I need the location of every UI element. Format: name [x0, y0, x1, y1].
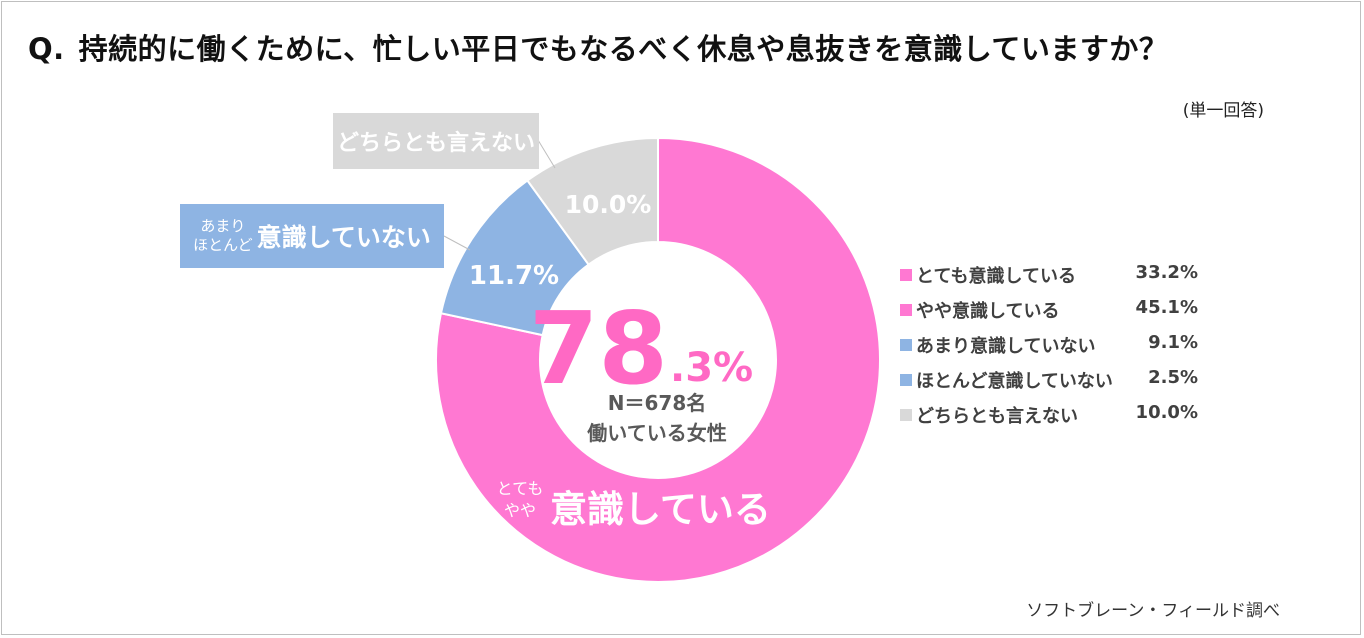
- legend-label: ほとんど意識していない: [916, 371, 1113, 392]
- blue-callout-small: あまり ほとんど: [193, 217, 253, 255]
- legend-value: 2.5%: [1148, 367, 1198, 388]
- blue-callout: あまり ほとんど 意識していない: [180, 204, 444, 268]
- blue-slice-data-label: 11.7%: [469, 261, 559, 291]
- donut-slice: [435, 136, 881, 583]
- gray-callout: どちらとも言えない: [333, 113, 539, 169]
- blue-callout-big: 意識していない: [256, 223, 431, 252]
- legend-swatch: [900, 409, 912, 421]
- legend-label: とても意識している: [916, 266, 1077, 287]
- center-group: 働いている女性: [586, 421, 726, 445]
- source-credit: ソフトブレーン・フィールド調べ: [1026, 601, 1280, 621]
- gray-slice-data-label: 10.0%: [565, 190, 652, 219]
- center-sample-size: N＝678名: [608, 391, 707, 415]
- blue-callout-small-1: あまり: [200, 217, 246, 235]
- legend-label: あまり意識していない: [916, 336, 1096, 357]
- chart-title: Q. 持続的に働くために、忙しい平日でもなるべく休息や息抜きを意識していますか？: [28, 26, 1168, 68]
- donut-slice: [526, 136, 659, 266]
- legend-swatch: [900, 374, 912, 386]
- legend-swatch: [900, 339, 912, 351]
- question-marker: Q.: [28, 32, 65, 66]
- legend-value: 10.0%: [1135, 402, 1198, 423]
- blue-callout-leader: [443, 235, 471, 251]
- pink-label-big: 意識している: [550, 488, 771, 531]
- legend-value: 33.2%: [1135, 262, 1198, 283]
- center-big-number: 78: [529, 290, 668, 407]
- blue-callout-small-2: ほとんど: [193, 236, 253, 254]
- pink-label-small-2: やや: [504, 501, 536, 520]
- question-text: 持続的に働くために、忙しい平日でもなるべく休息や息抜きを意識していますか？: [78, 32, 1169, 66]
- center-small-percent: .3%: [670, 345, 753, 391]
- gray-callout-leader: [537, 139, 556, 169]
- legend-swatch: [900, 269, 912, 281]
- legend-label: どちらとも言えない: [916, 406, 1078, 427]
- answer-type-note: (単一回答): [1182, 101, 1264, 121]
- pink-label-small-1: とても: [497, 479, 544, 498]
- legend-value: 45.1%: [1135, 297, 1198, 318]
- legend-value: 9.1%: [1148, 332, 1198, 353]
- legend-label: やや意識している: [916, 301, 1060, 322]
- legend-swatch: [900, 304, 912, 316]
